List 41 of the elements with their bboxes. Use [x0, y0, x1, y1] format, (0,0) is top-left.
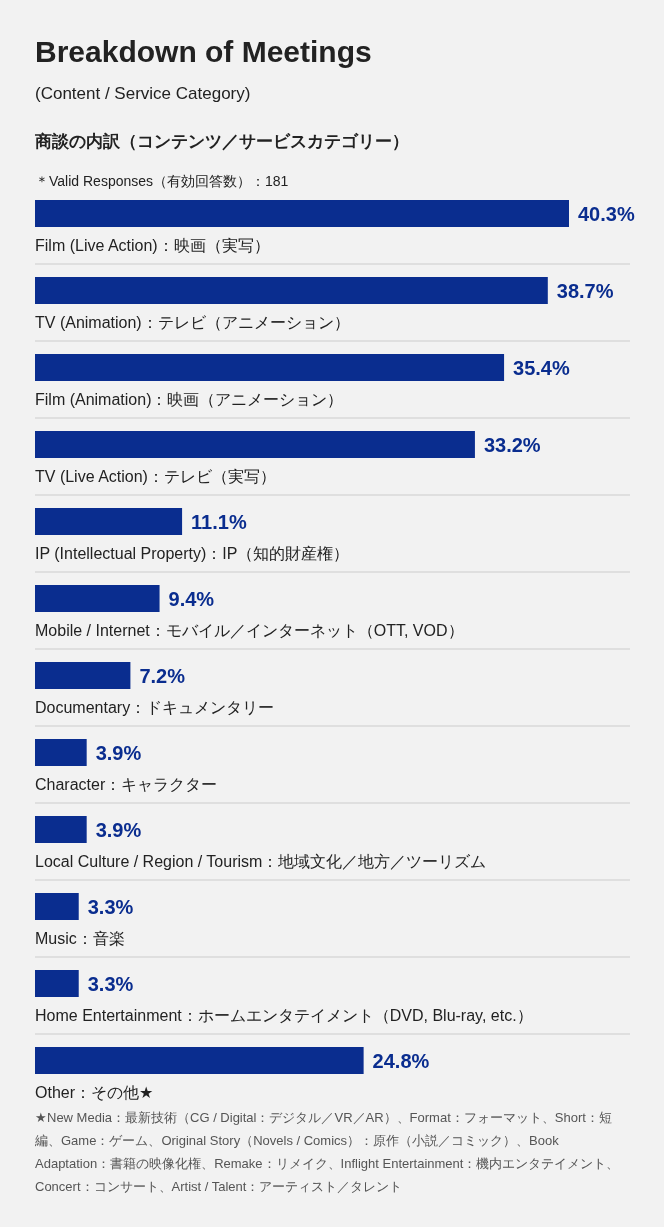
y-tick-label: Film (Animation)：映画（アニメーション） — [35, 391, 344, 408]
data-label: 3.3% — [87, 896, 134, 918]
data-label: 9.4% — [168, 588, 215, 610]
y-tick-label: Character：キャラクター — [35, 776, 218, 793]
data-label: 33.2% — [483, 434, 541, 456]
chart-subtitle: (Content / Service Category) — [35, 84, 251, 103]
y-tick-label: Home Entertainment：ホームエンタテイメント（DVD, Blu-ray, etc.） — [35, 1007, 533, 1024]
bar — [35, 508, 183, 535]
bar — [35, 893, 79, 920]
data-label: 3.9% — [95, 819, 142, 841]
bar — [35, 1047, 364, 1074]
y-tick-label: Film (Live Action)：映画（実写） — [35, 237, 270, 254]
data-label: 38.7% — [556, 280, 614, 302]
bar — [35, 970, 79, 997]
y-tick-label: TV (Animation)：テレビ（アニメーション） — [35, 314, 350, 331]
data-label: 3.9% — [95, 742, 142, 764]
annotation: ★New Media：最新技術（CG / Digital：デジタル／VR／AR）、Format：フォーマット、Short：短編、Game：ゲーム、Original Story（Novels / Comics）：原作（小説／コミック）、Book Adaptation：書籍の映像化権、Remake：リメイク、Inflight Entertainment：機内エンタテイメント、Concert：コンサート、Artist / Talent：アーティスト／タレント — [35, 1109, 621, 1196]
data-label: 7.2% — [139, 665, 186, 687]
bar — [35, 200, 569, 227]
bar — [35, 354, 505, 381]
bar — [35, 662, 131, 689]
text: 商談の内訳（コンテンツ／サービスカテゴリー） — [34, 132, 409, 151]
data-label: 24.8% — [372, 1050, 430, 1072]
y-tick-label: Other：その他★ — [35, 1084, 154, 1101]
y-tick-label: Music：音楽 — [35, 930, 125, 947]
data-label: 35.4% — [513, 357, 570, 379]
data-label: 11.1% — [191, 511, 247, 533]
text: ＊Valid Responses（有効回答数）：181 — [35, 173, 289, 189]
bar — [35, 431, 475, 458]
bar — [35, 739, 87, 766]
y-tick-label: Mobile / Internet：モバイル／インターネット（OTT, VOD） — [35, 622, 464, 639]
bar — [35, 277, 548, 304]
y-tick-label: TV (Live Action)：テレビ（実写） — [35, 468, 276, 485]
chart-title: Breakdown of Meetings — [35, 35, 372, 68]
bar — [35, 816, 87, 843]
y-tick-label: Local Culture / Region / Tourism：地域文化／地方／ツーリズム — [35, 853, 487, 870]
y-tick-label: IP (Intellectual Property)：IP（知的財産権） — [35, 545, 350, 562]
data-label: 3.3% — [87, 973, 134, 995]
bar — [35, 585, 160, 612]
y-tick-label: Documentary：ドキュメンタリー — [35, 699, 275, 716]
data-label: 40.3% — [578, 203, 635, 225]
